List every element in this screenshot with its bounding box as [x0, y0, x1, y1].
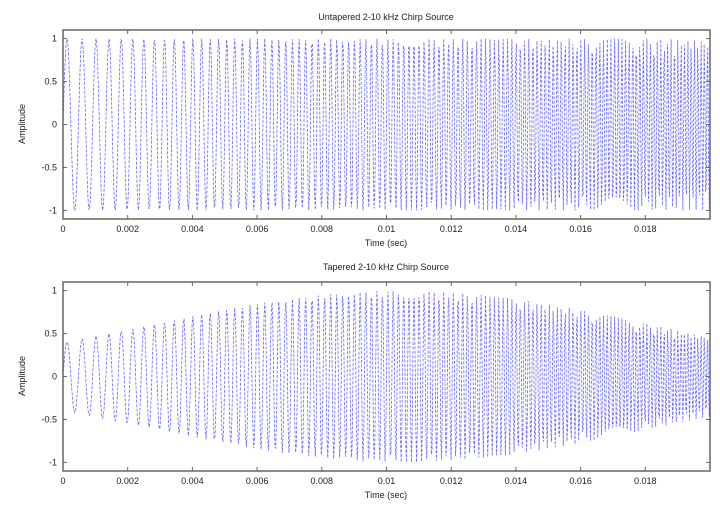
- plot-title: Untapered 2-10 kHz Chirp Source: [318, 12, 454, 22]
- y-tick-label: -0.5: [41, 162, 57, 172]
- x-axis-label: Time (sec): [365, 490, 407, 500]
- x-axis-label: Time (sec): [365, 238, 407, 248]
- x-tick-label: 0.008: [311, 224, 334, 234]
- x-tick-label: 0.012: [440, 476, 463, 486]
- x-tick-label: 0.012: [440, 224, 463, 234]
- x-tick-label: 0.008: [311, 476, 334, 486]
- x-tick-label: 0: [60, 476, 65, 486]
- x-tick-label: 0.004: [181, 224, 204, 234]
- y-tick-label: 0: [52, 120, 57, 130]
- y-axis-label: Amplitude: [17, 104, 27, 144]
- chirp-series-line: [62, 38, 711, 211]
- y-tick-label: -0.5: [41, 414, 57, 424]
- x-tick-label: 0: [60, 224, 65, 234]
- x-tick-label: 0.006: [246, 224, 269, 234]
- x-tick-label: 0.016: [569, 476, 592, 486]
- y-tick-label: 1: [52, 286, 57, 296]
- plot-title: Tapered 2-10 kHz Chirp Source: [323, 262, 449, 272]
- x-tick-label: 0.016: [569, 224, 592, 234]
- y-tick-label: 0: [52, 372, 57, 382]
- x-tick-label: 0.002: [116, 224, 139, 234]
- y-tick-label: 0.5: [44, 329, 57, 339]
- y-tick-label: -1: [49, 205, 57, 215]
- tapered-chirp-plot: Tapered 2-10 kHz Chirp Source Time (sec)…: [17, 262, 711, 500]
- untapered-chirp-plot: Untapered 2-10 kHz Chirp Source Time (se…: [17, 12, 711, 248]
- chirp-series-line: [62, 291, 711, 463]
- y-tick-label: -1: [49, 457, 57, 467]
- x-tick-label: 0.01: [378, 476, 396, 486]
- y-tick-label: 0.5: [44, 77, 57, 87]
- x-tick-label: 0.018: [634, 224, 657, 234]
- x-tick-label: 0.004: [181, 476, 204, 486]
- x-tick-label: 0.014: [505, 224, 528, 234]
- x-tick-label: 0.006: [246, 476, 269, 486]
- x-tick-label: 0.002: [116, 476, 139, 486]
- y-tick-label: 1: [52, 34, 57, 44]
- x-tick-label: 0.018: [634, 476, 657, 486]
- y-axis-label: Amplitude: [17, 356, 27, 396]
- x-tick-label: 0.014: [505, 476, 528, 486]
- x-tick-label: 0.01: [378, 224, 396, 234]
